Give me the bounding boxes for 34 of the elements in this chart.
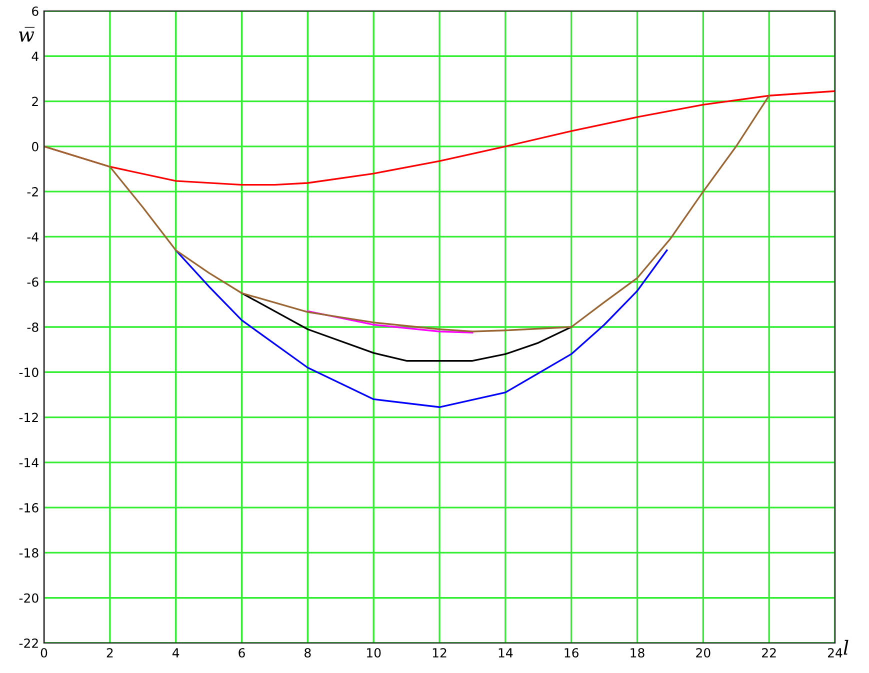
y-tick-label: -20 — [19, 593, 38, 603]
line-series — [175, 249, 668, 408]
y-tick-label: -6 — [27, 277, 38, 287]
line-series — [240, 292, 572, 362]
y-tick-label: -10 — [19, 368, 38, 378]
y-tick-label: -18 — [19, 548, 38, 558]
line-series — [306, 310, 474, 334]
y-tick-label: 4 — [32, 52, 38, 61]
x-tick-label: 8 — [304, 648, 311, 658]
x-tick-label: 6 — [238, 648, 245, 658]
y-tick-label: -16 — [19, 503, 38, 512]
x-tick-label: 12 — [432, 648, 446, 658]
x-tick-label: 18 — [630, 648, 644, 658]
y-tick-label: 6 — [32, 6, 38, 16]
y-tick-label: -22 — [19, 638, 38, 648]
x-tick-label: 2 — [106, 648, 113, 658]
x-tick-label: 24 — [828, 648, 842, 658]
x-tick-label: 0 — [40, 648, 48, 658]
x-tick-label: 4 — [172, 648, 180, 658]
y-axis-title: w̅ — [18, 26, 35, 42]
y-tick-label: -12 — [19, 412, 38, 422]
y-tick-label: -8 — [27, 322, 38, 332]
x-tick-label: 10 — [367, 648, 381, 658]
x-tick-label: 16 — [564, 648, 578, 658]
y-tick-label: -2 — [27, 187, 38, 196]
y-tick-label: -4 — [27, 232, 38, 242]
y-tick-label: 2 — [32, 96, 38, 106]
y-tick-label: -14 — [19, 458, 38, 468]
line-series — [44, 94, 770, 332]
x-tick-label: 14 — [498, 648, 513, 658]
x-tick-label: 20 — [696, 648, 710, 658]
x-tick-label: 22 — [762, 648, 776, 658]
x-axis-title: l — [844, 640, 848, 655]
y-tick-label: 0 — [32, 142, 38, 152]
